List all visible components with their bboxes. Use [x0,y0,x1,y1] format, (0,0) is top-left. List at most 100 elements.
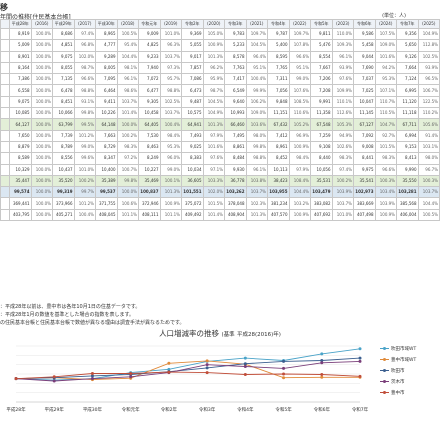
population-cell: 7,311 [267,73,290,86]
population-cell: 7,690 [353,61,376,75]
data-point [358,356,362,360]
population-cell: 8,005 [95,61,118,75]
population-cell: 36,778 [224,174,247,188]
index-cell: 100.4% [73,208,96,222]
data-point [167,370,171,374]
index-cell: 100.0% [30,152,53,165]
index-cell: 102.5% [417,50,440,63]
index-cell: 100.0% [30,50,53,63]
population-cell: 64,405 [138,118,161,131]
population-cell: 8,729 [95,140,118,154]
index-cell: 96.4% [245,50,268,63]
index-cell: 109.0% [374,39,397,52]
population-cell: 10,066 [52,107,75,120]
index-cell: 98.8% [245,152,268,165]
population-cell: 10,437 [52,163,75,176]
population-cell: 10,227 [138,163,161,176]
index-cell: 108.5% [288,95,311,109]
unit-label: (単位：人) [382,13,406,19]
population-cell: 8,961 [267,140,290,154]
index-cell: 100.9% [202,39,225,52]
page-title: 移 [0,3,8,12]
index-cell: 96.6% [288,50,311,63]
column-header: (2025) [417,19,440,29]
population-cell: 6,473 [181,84,204,97]
index-cell: 104.4% [116,50,139,63]
index-cell: 101.2% [73,129,96,142]
population-cell: 6,477 [138,84,161,97]
index-cell: 112.8% [417,39,440,52]
population-cell: 4,777 [95,39,118,52]
population-cell: 385,568 [396,197,419,210]
index-cell: 103.8% [245,174,268,188]
column-header: 令和6年 [353,19,376,29]
population-cell: 9,233 [138,50,161,63]
population-cell: 407,570 [267,208,290,222]
population-cell: 5,476 [310,39,333,52]
index-cell: 100.0% [30,61,53,75]
x-tick-label: 令和6年 [314,406,331,413]
index-cell: 95.9% [202,73,225,86]
population-cell: 6,995 [396,84,419,97]
index-cell: 98.0% [245,129,268,142]
population-cell: 99,319 [52,186,75,199]
index-cell: 100.1% [159,174,182,188]
index-cell: 107.1% [374,84,397,97]
x-tick-label: 平成29年 [45,406,65,413]
index-cell: 110.1% [331,95,354,109]
legend-item: 茨木市 [380,379,405,385]
population-cell: 6,478 [52,84,75,97]
population-cell: 7,664 [396,61,419,75]
population-cell: 371,755 [95,197,118,210]
population-cell: 9,930 [224,163,247,176]
index-cell: 100.4% [159,118,182,131]
index-cell: 95.4% [116,39,139,52]
population-cell: 8,055 [52,61,75,75]
index-cell: 100.9% [288,208,311,222]
population-cell: 408,904 [224,208,247,222]
population-cell: 9,126 [396,50,419,63]
population-cell: 409,492 [181,208,204,222]
index-cell: 122.5% [417,95,440,109]
population-cell: 100,837 [138,186,161,199]
index-cell: 99.0% [288,73,311,86]
population-cell: 7,086 [181,73,204,86]
table-row: 8,919 100.0% 8,686 97.4% 8,965 100.5% 9,009 101… [0,27,440,41]
index-cell: 106.2% [245,95,268,109]
index-cell: 101.3% [202,118,225,131]
index-cell: 100.0% [30,140,53,154]
population-cell: 7,417 [224,73,247,86]
line-chart: 平成28年 平成29年 平成30年 令和元年 令和2年 令和3年 令和4年 令和5年 令和6年 令… [6,345,369,413]
population-cell: 407,498 [353,208,376,222]
legend-label: 豊中市域WT [391,358,417,363]
row-label-cell [0,163,10,176]
index-cell: 100.0% [116,118,139,131]
column-header: 令和7年 [396,19,419,29]
index-cell: 103.7% [331,197,354,210]
population-cell: 10,056 [310,163,333,176]
population-cell: 7,259 [310,129,333,142]
index-cell: 96.9% [288,129,311,142]
population-cell: 372,946 [138,197,161,210]
population-cell: 9,075 [9,95,32,109]
index-cell: 98.8% [73,84,96,97]
population-cell: 7,095 [95,73,118,86]
population-cell: 5,233 [224,39,247,52]
index-cell: 98.4% [159,129,182,142]
population-cell: 99,537 [95,186,118,199]
index-cell: 94.2% [374,61,397,75]
population-cell: 63,799 [52,118,75,131]
index-cell: 101.3% [159,186,182,199]
population-cell: 7,124 [396,73,419,86]
population-cell: 8,451 [52,95,75,109]
population-cell: 67,711 [396,118,419,131]
index-cell: 104.9% [417,27,440,41]
data-point [205,359,209,363]
x-tick-label: 令和2年 [161,406,178,413]
table-row: 9,075 100.0% 8,451 93.1% 9,411 103.7% 9,305 102… [0,95,440,109]
chart-title-base: 平成28(2016)年) [237,332,281,338]
population-cell: 9,990 [396,163,419,176]
population-cell: 5,400 [267,39,290,52]
population-cell: 10,047 [353,95,376,109]
index-cell: 99.8% [116,174,139,188]
